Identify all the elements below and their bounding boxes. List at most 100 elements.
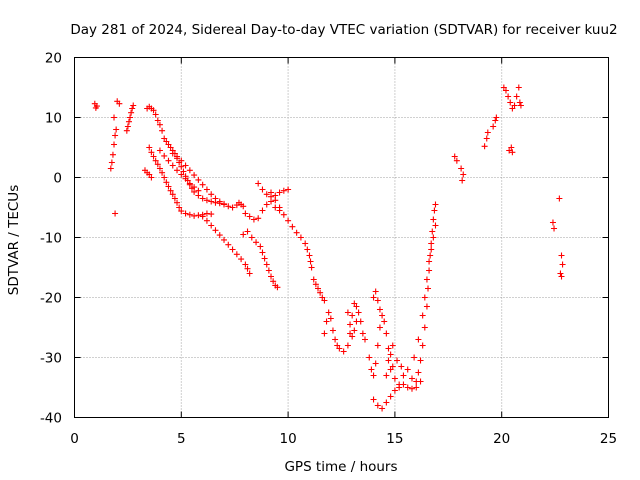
data-point — [483, 135, 490, 142]
data-point — [383, 399, 390, 406]
data-point — [302, 240, 309, 247]
data-point — [167, 187, 174, 194]
x-tick-label: 15 — [386, 431, 403, 447]
data-point — [376, 324, 383, 331]
data-point — [389, 363, 396, 370]
data-point — [385, 357, 392, 364]
data-point — [353, 318, 360, 325]
data-point — [107, 165, 114, 172]
data-point — [244, 265, 251, 272]
data-point — [505, 93, 512, 100]
data-point — [203, 186, 210, 193]
data-point — [191, 184, 198, 191]
y-tick-label: -40 — [40, 411, 62, 427]
data-point — [391, 387, 398, 394]
data-point — [156, 147, 163, 154]
data-point — [259, 207, 266, 214]
data-point — [361, 336, 368, 343]
data-point — [368, 366, 375, 373]
x-axis-label: GPS time / hours — [284, 459, 397, 475]
grid-lines — [74, 57, 609, 418]
data-point — [255, 215, 262, 222]
data-point — [233, 251, 240, 258]
data-point — [112, 210, 119, 217]
data-point — [308, 264, 315, 271]
data-point — [327, 315, 334, 322]
data-point — [517, 102, 524, 109]
data-point — [163, 179, 170, 186]
data-point — [199, 213, 206, 220]
data-point — [116, 100, 123, 107]
data-point — [165, 157, 172, 164]
data-point — [549, 219, 556, 226]
data-point — [199, 195, 206, 202]
data-point — [124, 123, 131, 130]
data-point — [484, 129, 491, 136]
data-point — [415, 369, 422, 376]
data-point — [263, 191, 270, 198]
data-point — [359, 330, 366, 337]
data-point — [430, 234, 437, 241]
data-point — [154, 161, 161, 168]
data-point — [203, 210, 210, 217]
data-point — [323, 318, 330, 325]
data-point — [221, 236, 228, 243]
data-point — [396, 381, 403, 388]
data-point — [186, 167, 193, 174]
data-point — [429, 228, 436, 235]
data-point — [259, 249, 266, 256]
data-point — [285, 217, 292, 224]
data-point — [93, 103, 100, 110]
data-point — [372, 360, 379, 367]
data-point — [156, 121, 163, 128]
data-point — [557, 270, 564, 277]
data-point — [280, 211, 287, 218]
data-point — [381, 318, 388, 325]
data-point — [304, 246, 311, 253]
data-point — [321, 330, 328, 337]
data-point — [150, 153, 157, 160]
data-point — [458, 165, 465, 172]
data-point — [428, 246, 435, 253]
data-point — [451, 153, 458, 160]
data-point — [112, 132, 119, 139]
data-point — [289, 223, 296, 230]
data-point — [317, 289, 324, 296]
data-point — [263, 261, 270, 268]
data-point — [336, 345, 343, 352]
data-point — [340, 348, 347, 355]
data-point — [370, 396, 377, 403]
data-point — [385, 345, 392, 352]
data-point — [113, 126, 120, 133]
data-point — [415, 336, 422, 343]
data-point — [152, 111, 159, 118]
data-point — [490, 123, 497, 130]
data-point — [353, 303, 360, 310]
y-tick-label: -10 — [40, 231, 62, 247]
data-point — [427, 252, 434, 259]
data-point — [408, 375, 415, 382]
data-point — [387, 351, 394, 358]
data-point — [502, 87, 509, 94]
data-point — [344, 342, 351, 349]
data-point — [453, 157, 460, 164]
data-point — [509, 149, 516, 156]
data-point — [411, 354, 418, 361]
data-point — [265, 267, 272, 274]
x-tick-label: 20 — [493, 431, 510, 447]
data-point — [426, 258, 433, 265]
data-point — [161, 174, 168, 181]
data-point — [493, 114, 500, 121]
data-point — [176, 204, 183, 211]
y-tick-label: 10 — [45, 111, 62, 127]
data-point — [325, 309, 332, 316]
data-point — [191, 212, 198, 219]
data-point — [178, 163, 185, 170]
data-point — [551, 225, 558, 232]
data-point — [148, 174, 155, 181]
data-point — [426, 267, 433, 274]
data-point — [398, 363, 405, 370]
data-point — [156, 165, 163, 172]
data-point — [261, 255, 268, 262]
data-point — [379, 405, 386, 412]
